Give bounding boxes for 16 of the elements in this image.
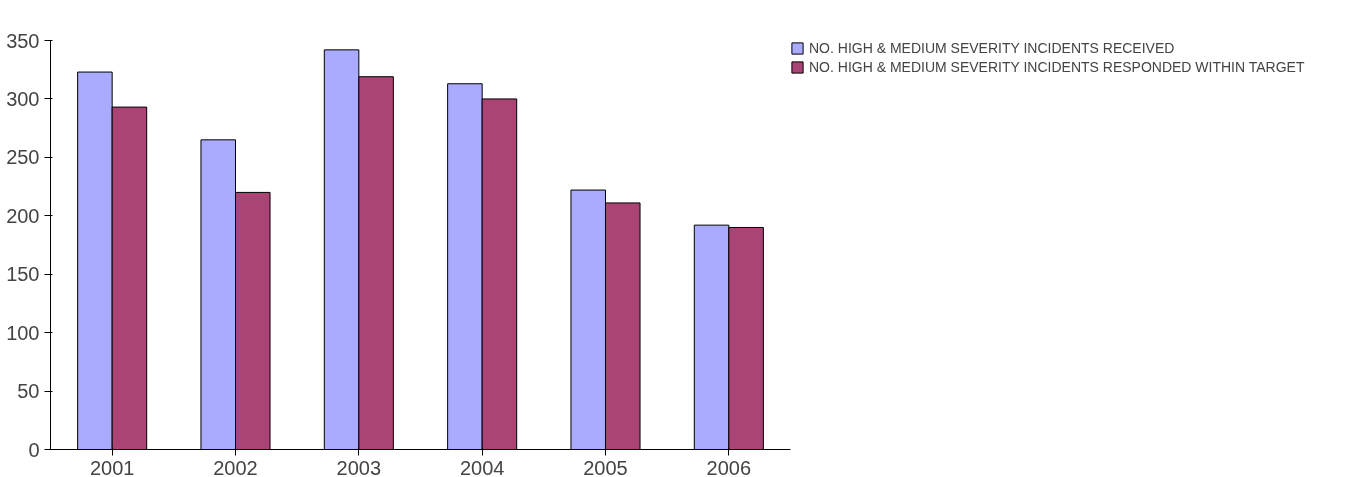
x-tick-label: 2002 xyxy=(213,456,258,477)
x-tick-label: 2006 xyxy=(706,456,752,477)
y-tick-label: 50 xyxy=(17,380,40,403)
x-tick-label: 2003 xyxy=(336,456,382,477)
y-tick-label: 250 xyxy=(6,146,40,169)
y-tick-label: 0 xyxy=(28,438,40,461)
legend-label: NO. HIGH & MEDIUM SEVERITY INCIDENTS RESPONDED WITHIN TARGET xyxy=(809,59,1305,75)
legend-label: NO. HIGH & MEDIUM SEVERITY INCIDENTS RECEIVED xyxy=(809,40,1175,56)
x-tick-label: 2005 xyxy=(583,456,628,477)
x-tick-label: 2004 xyxy=(459,456,505,477)
y-tick-label: 350 xyxy=(6,29,40,52)
y-tick-label: 200 xyxy=(6,204,40,227)
x-tick-label: 2001 xyxy=(89,456,135,477)
y-tick-label: 300 xyxy=(6,87,40,110)
y-tick-label: 100 xyxy=(6,321,40,344)
y-tick-label: 150 xyxy=(6,263,40,286)
